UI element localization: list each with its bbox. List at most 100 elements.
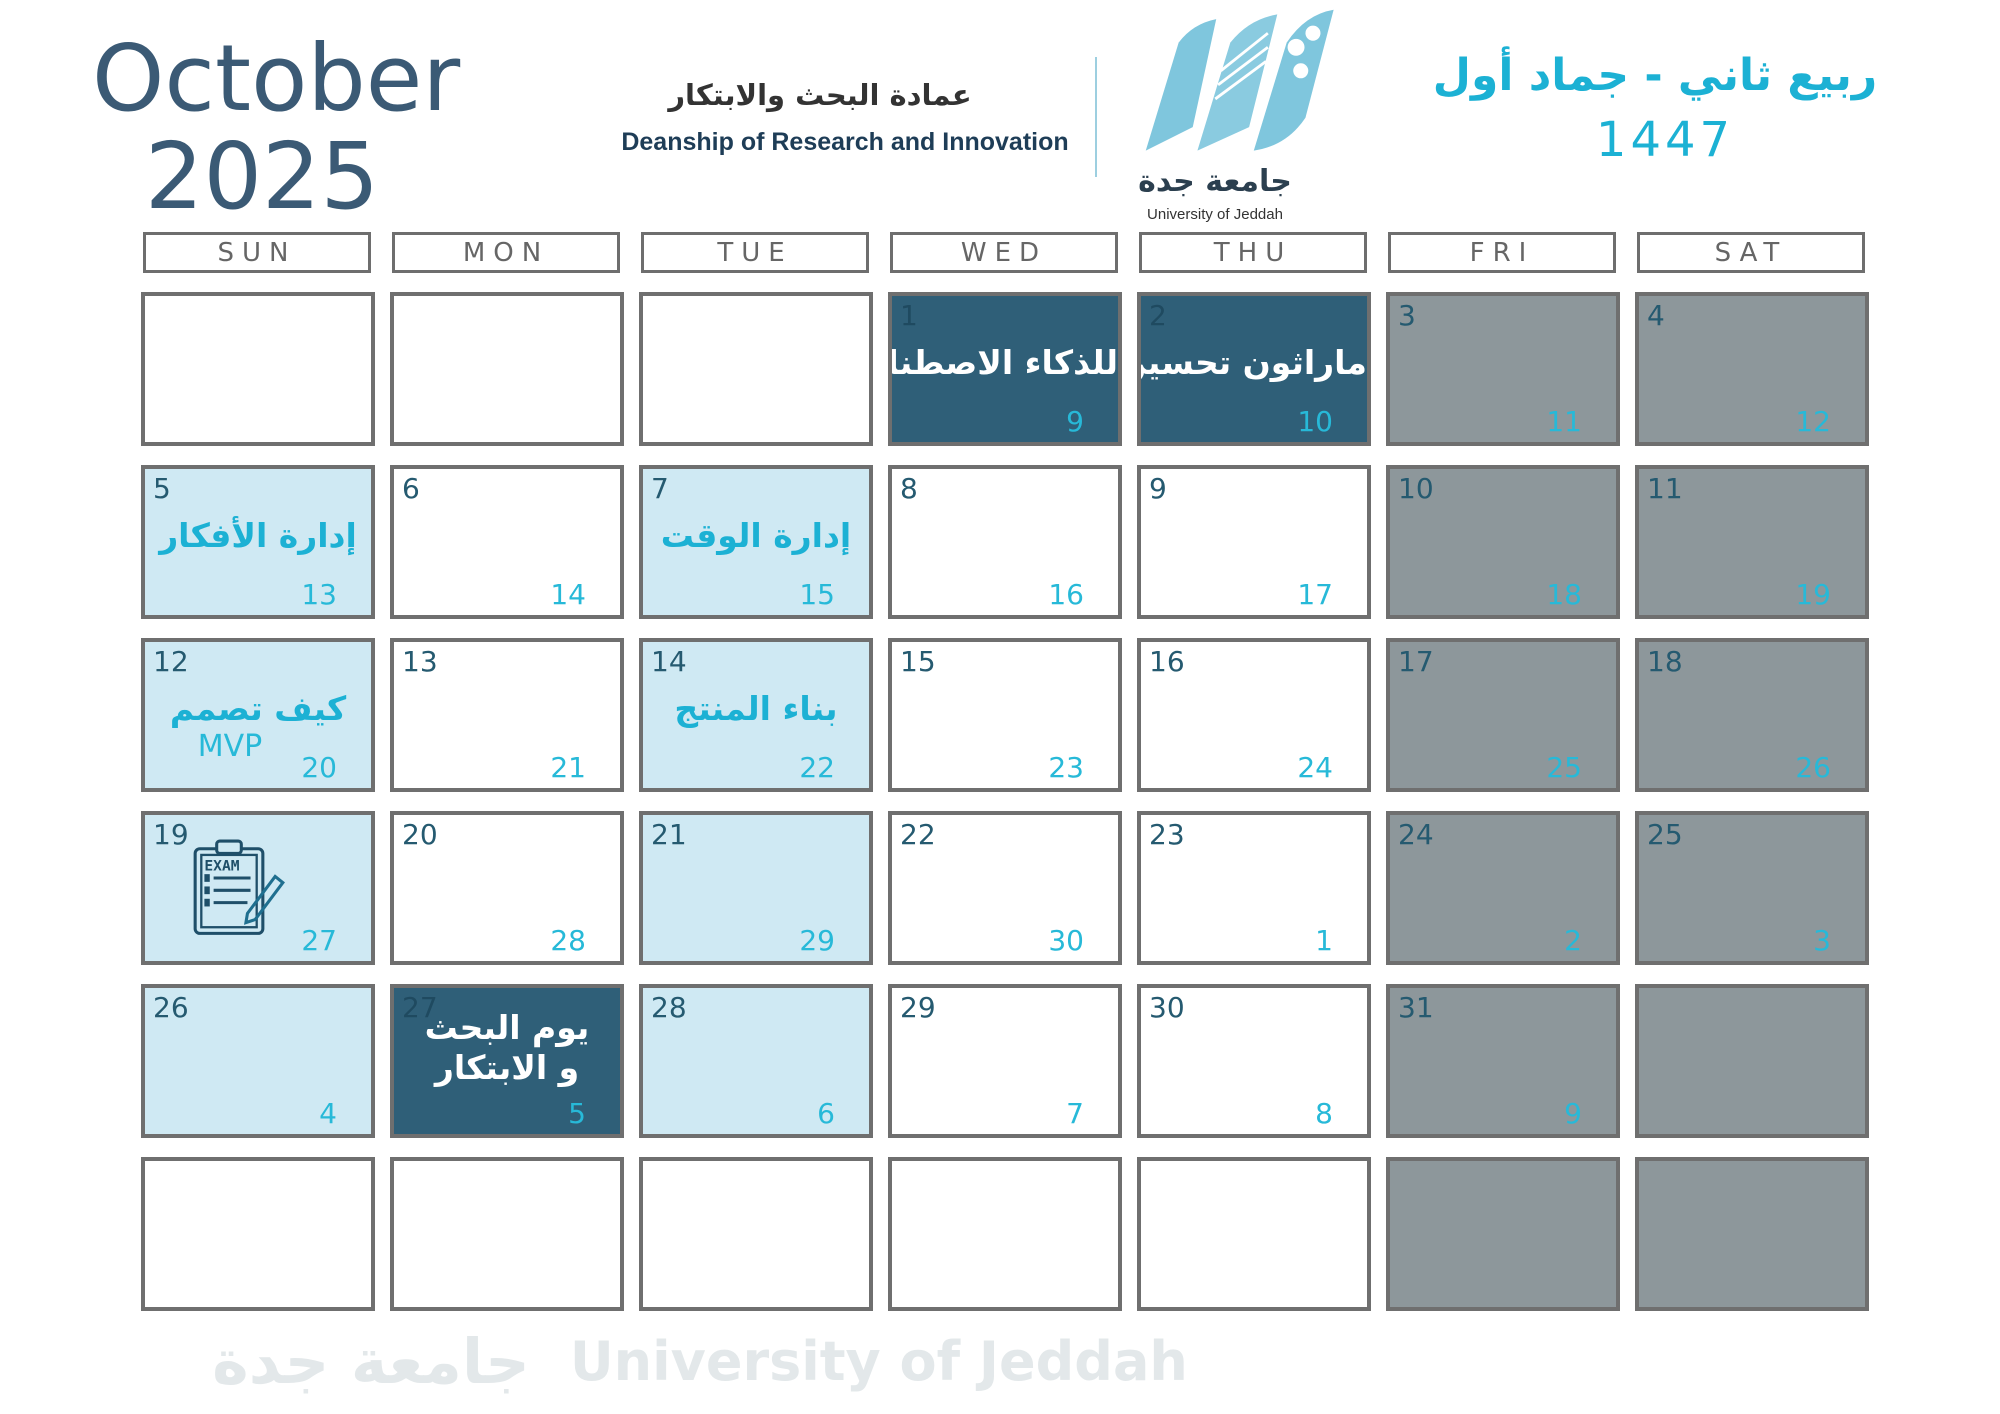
hijri-date: 10 bbox=[1297, 405, 1333, 438]
day-cell-21[interactable]: 21 29 bbox=[639, 811, 873, 965]
hijri-date: 21 bbox=[550, 751, 586, 784]
empty-day-cell[interactable] bbox=[888, 1157, 1122, 1311]
hijri-date: 12 bbox=[1795, 405, 1831, 438]
gregorian-date: 16 bbox=[1149, 645, 1185, 678]
gregorian-date: 25 bbox=[1647, 818, 1683, 851]
weekday-header-fri: FRI bbox=[1388, 232, 1616, 273]
day-cell-29[interactable]: 29 7 bbox=[888, 984, 1122, 1138]
exam-clipboard-icon: EXAM bbox=[193, 839, 285, 935]
gregorian-date: 28 bbox=[651, 991, 687, 1024]
event-title: كيف تصمم bbox=[169, 689, 347, 728]
gregorian-date: 7 bbox=[651, 472, 669, 505]
gregorian-date: 27 bbox=[402, 991, 438, 1024]
day-cell-13[interactable]: 13 21 bbox=[390, 638, 624, 792]
empty-day-cell[interactable] bbox=[639, 292, 873, 446]
gregorian-date: 13 bbox=[402, 645, 438, 678]
hijri-date: 8 bbox=[1315, 1097, 1333, 1130]
weekday-header-wed: WED bbox=[890, 232, 1118, 273]
day-cell-25[interactable]: 25 3 bbox=[1635, 811, 1869, 965]
hijri-date: 16 bbox=[1048, 578, 1084, 611]
month-year-title: October 2025 bbox=[92, 25, 461, 230]
day-cell-7[interactable]: 7 15 إدارة الوقت bbox=[639, 465, 873, 619]
month-label: October bbox=[92, 25, 461, 132]
hijri-date: 28 bbox=[550, 924, 586, 957]
day-cell-5[interactable]: 5 13 إدارة الأفكار bbox=[141, 465, 375, 619]
day-cell-12[interactable]: 12 20 كيف تصمم MVP bbox=[141, 638, 375, 792]
gregorian-date: 14 bbox=[651, 645, 687, 678]
hijri-date: 14 bbox=[550, 578, 586, 611]
weekday-header-mon: MON bbox=[392, 232, 620, 273]
gregorian-date: 24 bbox=[1398, 818, 1434, 851]
gregorian-date: 6 bbox=[402, 472, 420, 505]
event-title: ماراثون تحسين bbox=[1141, 343, 1367, 382]
empty-day-cell[interactable] bbox=[1635, 1157, 1869, 1311]
day-cell-22[interactable]: 22 30 bbox=[888, 811, 1122, 965]
gregorian-date: 9 bbox=[1149, 472, 1167, 505]
gregorian-date: 20 bbox=[402, 818, 438, 851]
gregorian-date: 30 bbox=[1149, 991, 1185, 1024]
watermark-english: University of Jeddah bbox=[569, 1330, 1188, 1393]
day-cell-31[interactable]: 31 9 bbox=[1386, 984, 1620, 1138]
empty-day-cell[interactable] bbox=[1635, 984, 1869, 1138]
day-cell-30[interactable]: 30 8 bbox=[1137, 984, 1371, 1138]
header-divider bbox=[1095, 57, 1097, 177]
hijri-date: 19 bbox=[1795, 578, 1831, 611]
hijri-date: 22 bbox=[799, 751, 835, 784]
event-title: بناء المنتج bbox=[674, 689, 838, 728]
empty-day-cell[interactable] bbox=[390, 1157, 624, 1311]
day-cell-6[interactable]: 6 14 bbox=[390, 465, 624, 619]
day-cell-23[interactable]: 23 1 bbox=[1137, 811, 1371, 965]
hijri-date: 13 bbox=[301, 578, 337, 611]
day-cell-16[interactable]: 16 24 bbox=[1137, 638, 1371, 792]
empty-day-cell[interactable] bbox=[390, 292, 624, 446]
gregorian-date: 3 bbox=[1398, 299, 1416, 332]
watermark-arabic: جامعة جدة bbox=[212, 1325, 530, 1398]
gregorian-date: 4 bbox=[1647, 299, 1665, 332]
day-cell-17[interactable]: 17 25 bbox=[1386, 638, 1620, 792]
day-cell-2[interactable]: 2 10 ماراثون تحسين bbox=[1137, 292, 1371, 446]
hijri-year: 1447 bbox=[1595, 112, 1735, 168]
day-cell-26[interactable]: 26 4 bbox=[141, 984, 375, 1138]
empty-day-cell[interactable] bbox=[1137, 1157, 1371, 1311]
day-cell-15[interactable]: 15 23 bbox=[888, 638, 1122, 792]
hijri-date: 30 bbox=[1048, 924, 1084, 957]
day-cell-3[interactable]: 3 11 bbox=[1386, 292, 1620, 446]
day-cell-28[interactable]: 28 6 bbox=[639, 984, 873, 1138]
gregorian-date: 29 bbox=[900, 991, 936, 1024]
hijri-date: 1 bbox=[1315, 924, 1333, 957]
hijri-date: 29 bbox=[799, 924, 835, 957]
gregorian-date: 17 bbox=[1398, 645, 1434, 678]
weekday-header-sun: SUN bbox=[143, 232, 371, 273]
day-cell-19[interactable]: 19 27 EXAM bbox=[141, 811, 375, 965]
day-cell-27[interactable]: 27 5 يوم البحث و الابتكار bbox=[390, 984, 624, 1138]
day-cell-1[interactable]: 1 9 للذكاء الاصطناعي bbox=[888, 292, 1122, 446]
year-label: 2025 bbox=[144, 123, 380, 230]
gregorian-date: 19 bbox=[153, 818, 189, 851]
event-subtitle: MVP bbox=[197, 729, 263, 764]
day-cell-14[interactable]: 14 22 بناء المنتج bbox=[639, 638, 873, 792]
gregorian-date: 26 bbox=[153, 991, 189, 1024]
day-cell-8[interactable]: 8 16 bbox=[888, 465, 1122, 619]
day-cell-4[interactable]: 4 12 bbox=[1635, 292, 1869, 446]
gregorian-date: 1 bbox=[900, 299, 918, 332]
weekday-header-sat: SAT bbox=[1637, 232, 1865, 273]
hijri-date: 11 bbox=[1546, 405, 1582, 438]
hijri-date: 24 bbox=[1297, 751, 1333, 784]
gregorian-date: 10 bbox=[1398, 472, 1434, 505]
exam-icon-label: EXAM bbox=[204, 857, 239, 874]
empty-day-cell[interactable] bbox=[141, 292, 375, 446]
hijri-date: 7 bbox=[1066, 1097, 1084, 1130]
empty-day-cell[interactable] bbox=[639, 1157, 873, 1311]
day-cell-24[interactable]: 24 2 bbox=[1386, 811, 1620, 965]
event-title: يوم البحث و الابتكار bbox=[424, 1008, 590, 1087]
day-cell-18[interactable]: 18 26 bbox=[1635, 638, 1869, 792]
event-title: للذكاء الاصطناعي bbox=[892, 343, 1118, 382]
day-cell-10[interactable]: 10 18 bbox=[1386, 465, 1620, 619]
empty-day-cell[interactable] bbox=[141, 1157, 375, 1311]
day-cell-11[interactable]: 11 19 bbox=[1635, 465, 1869, 619]
day-cell-20[interactable]: 20 28 bbox=[390, 811, 624, 965]
event-title: إدارة الأفكار bbox=[159, 516, 357, 555]
hijri-date: 3 bbox=[1813, 924, 1831, 957]
day-cell-9[interactable]: 9 17 bbox=[1137, 465, 1371, 619]
empty-day-cell[interactable] bbox=[1386, 1157, 1620, 1311]
